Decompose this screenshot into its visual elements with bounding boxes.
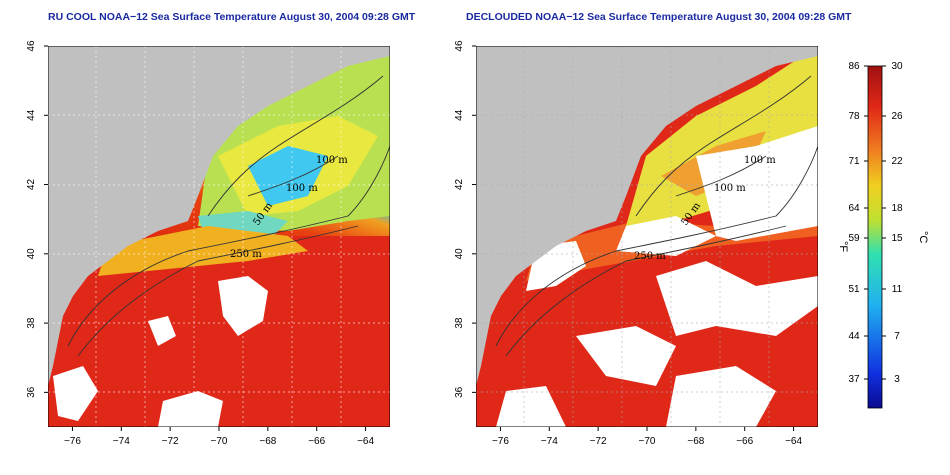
contour-label: 250 m: [634, 251, 666, 262]
lat-tick-label: 36: [26, 386, 37, 398]
fahrenheit-tick-label: 44: [848, 331, 860, 342]
colorbar-gradient: [867, 65, 883, 409]
lon-tick-label: −64: [357, 436, 374, 447]
celsius-tick-label: 22: [891, 156, 903, 167]
lon-tick-label: −66: [308, 436, 325, 447]
contour-label: 250 m: [230, 249, 262, 260]
lat-tick-label: 42: [454, 179, 465, 191]
celsius-tick-label: 26: [891, 111, 903, 122]
lon-tick-label: −66: [736, 436, 753, 447]
lat-tick-label: 44: [26, 109, 37, 121]
lat-tick-label: 44: [454, 109, 465, 121]
left-sst-map: 100 m 100 m 50 m 250 m: [48, 46, 390, 427]
lat-tick-label: 38: [26, 317, 37, 329]
lat-tick-label: 46: [454, 40, 465, 52]
lon-tick-label: −76: [492, 436, 509, 447]
lon-tick-label: −72: [590, 436, 607, 447]
lat-tick-label: 46: [26, 40, 37, 52]
celsius-tick-label: 7: [894, 331, 900, 342]
celsius-tick-label: 15: [891, 233, 903, 244]
temperature-colorbar: 86 78 71 64 59 51 44 37 30 26 22 18 15 11 7 3 °F °C: [837, 61, 929, 409]
fahrenheit-tick-label: 51: [848, 284, 860, 295]
lon-tick-label: −68: [687, 436, 704, 447]
cloud-patch: [696, 126, 818, 241]
contour-label: 100 m: [714, 183, 746, 194]
lon-tick-label: −74: [113, 436, 130, 447]
lat-tick-label: 36: [454, 386, 465, 398]
north-america-land: [476, 46, 818, 386]
lat-tick-label: 40: [26, 248, 37, 260]
celsius-tick-label: 30: [891, 61, 903, 72]
lon-tick-label: −72: [162, 436, 179, 447]
lon-tick-label: −70: [639, 436, 656, 447]
lat-tick-label: 40: [454, 248, 465, 260]
lat-tick-label: 42: [26, 179, 37, 191]
lon-tick-label: −74: [541, 436, 558, 447]
right-panel-title: DECLOUDED NOAA−12 Sea Surface Temperatur…: [466, 11, 852, 23]
north-america-land: [48, 46, 390, 386]
lon-tick-label: −76: [64, 436, 81, 447]
contour-label: 100 m: [286, 183, 318, 194]
right-sst-map: 100 m 100 m 50 m 250 m: [476, 46, 818, 427]
fahrenheit-tick-label: 71: [848, 156, 860, 167]
celsius-tick-label: 3: [894, 374, 900, 385]
lat-tick-label: 38: [454, 317, 465, 329]
fahrenheit-tick-label: 37: [848, 374, 860, 385]
left-panel-title: RU COOL NOAA−12 Sea Surface Temperature …: [48, 11, 416, 23]
celsius-tick-label: 18: [891, 203, 903, 214]
celsius-unit-label: °C: [917, 231, 929, 243]
lon-tick-label: −64: [785, 436, 802, 447]
celsius-tick-label: 11: [892, 284, 903, 295]
fahrenheit-tick-label: 59: [848, 233, 860, 244]
contour-label: 100 m: [316, 155, 348, 166]
fahrenheit-tick-label: 64: [848, 203, 860, 214]
fahrenheit-unit-label: °F: [837, 241, 849, 252]
fahrenheit-tick-label: 86: [848, 61, 860, 72]
fahrenheit-tick-label: 78: [848, 111, 860, 122]
lon-tick-label: −68: [259, 436, 276, 447]
lon-tick-label: −70: [211, 436, 228, 447]
contour-label: 100 m: [744, 155, 776, 166]
